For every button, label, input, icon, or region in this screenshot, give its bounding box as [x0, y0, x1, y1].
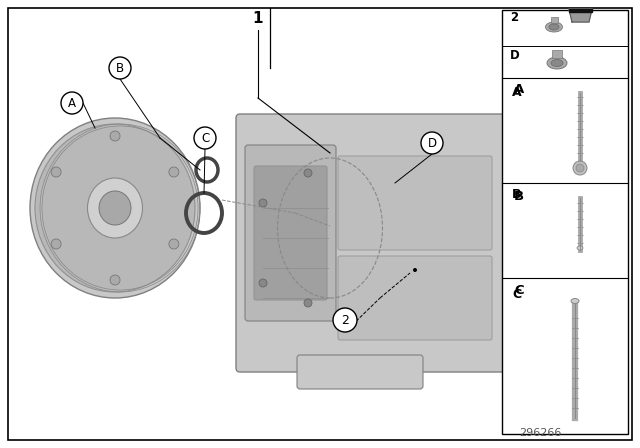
- Circle shape: [259, 279, 267, 287]
- Circle shape: [421, 132, 443, 154]
- Ellipse shape: [547, 57, 567, 69]
- Circle shape: [573, 161, 587, 175]
- Circle shape: [169, 167, 179, 177]
- Ellipse shape: [545, 22, 563, 32]
- Text: 2: 2: [341, 314, 349, 327]
- Text: D: D: [428, 137, 436, 150]
- Text: D: D: [510, 49, 520, 62]
- FancyBboxPatch shape: [558, 221, 590, 270]
- Circle shape: [194, 127, 216, 149]
- Text: C: C: [512, 288, 521, 301]
- Ellipse shape: [30, 118, 200, 298]
- Text: 2: 2: [510, 11, 518, 24]
- Circle shape: [259, 199, 267, 207]
- Text: A: A: [514, 83, 524, 96]
- Circle shape: [51, 239, 61, 249]
- Text: B: B: [514, 190, 524, 203]
- Text: C: C: [201, 132, 209, 145]
- Polygon shape: [569, 9, 592, 22]
- Bar: [502, 10, 628, 434]
- Circle shape: [110, 275, 120, 285]
- Circle shape: [109, 57, 131, 79]
- Circle shape: [304, 169, 312, 177]
- FancyBboxPatch shape: [338, 156, 492, 250]
- Ellipse shape: [88, 178, 143, 238]
- Text: 1: 1: [253, 10, 263, 26]
- Circle shape: [333, 308, 357, 332]
- Ellipse shape: [571, 298, 579, 303]
- Bar: [552, 50, 562, 58]
- FancyBboxPatch shape: [254, 166, 327, 300]
- Ellipse shape: [99, 191, 131, 225]
- Text: B: B: [512, 188, 522, 201]
- Circle shape: [304, 299, 312, 307]
- FancyBboxPatch shape: [338, 256, 492, 340]
- FancyBboxPatch shape: [297, 355, 423, 389]
- Circle shape: [413, 268, 417, 272]
- Circle shape: [110, 131, 120, 141]
- FancyBboxPatch shape: [558, 281, 590, 330]
- Ellipse shape: [35, 124, 195, 292]
- FancyBboxPatch shape: [558, 161, 590, 210]
- Polygon shape: [569, 9, 592, 12]
- Circle shape: [61, 92, 83, 114]
- Circle shape: [51, 167, 61, 177]
- Circle shape: [169, 239, 179, 249]
- Bar: [551, 17, 558, 23]
- FancyBboxPatch shape: [236, 114, 574, 372]
- Ellipse shape: [577, 246, 583, 250]
- Ellipse shape: [549, 24, 559, 30]
- Text: 296266: 296266: [519, 428, 561, 438]
- FancyBboxPatch shape: [245, 145, 336, 321]
- Text: C: C: [514, 284, 524, 297]
- Text: A: A: [512, 86, 522, 99]
- Circle shape: [576, 164, 584, 172]
- Ellipse shape: [551, 60, 563, 66]
- Text: B: B: [116, 61, 124, 74]
- Text: A: A: [68, 96, 76, 109]
